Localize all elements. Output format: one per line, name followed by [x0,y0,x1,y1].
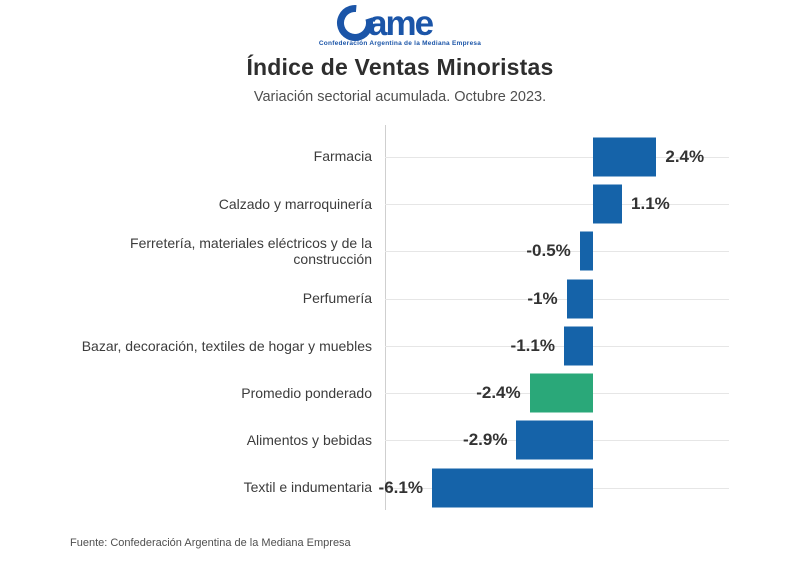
source-note: Fuente: Confederación Argentina de la Me… [70,537,351,549]
bar-track: -6.1% [379,464,800,511]
bar-row: Promedio ponderado -2.4% [0,369,800,416]
bar [593,184,623,224]
came-logo-icon: ame [337,4,436,42]
value-label: -2.9% [463,430,508,450]
came-logo: ame [0,2,800,47]
page-title: Índice de Ventas Minoristas [246,54,554,80]
bar-track: 2.4% [385,133,800,180]
bar [563,326,593,366]
category-label-text: Perfumería [302,290,372,307]
category-label: Farmacia [0,133,385,180]
gridline [385,203,729,205]
bar-row: Perfumería -1% [0,275,800,322]
value-label: -6.1% [378,477,423,497]
value-label: 2.4% [665,146,705,166]
gridline [385,298,729,300]
bar-row: Farmacia 2.4% [0,133,800,180]
bar-track: -1% [385,275,800,322]
bar [516,420,593,460]
bar-track: -1.1% [385,322,800,369]
bar-highlight [529,373,593,413]
value-label: -1.1% [510,335,555,355]
gridline [385,156,729,158]
page-subtitle: Variación sectorial acumulada. Octubre 2… [253,89,547,105]
bar-row: Textil e indumentaria -6.1% [0,464,800,511]
bar [431,468,593,508]
bar [566,279,593,319]
category-label: Bazar, decoración, textiles de hogar y m… [0,322,385,369]
category-label-text: Calzado y marroquinería [218,195,372,212]
category-label: Alimentos y bebidas [0,417,385,464]
logo-word: ame [368,4,434,42]
bar-row: Bazar, decoración, textiles de hogar y m… [0,322,800,369]
category-label-text: Bazar, decoración, textiles de hogar y m… [81,337,372,354]
category-label-text: Textil e indumentaria [243,479,372,496]
category-label-text: Ferretería, materiales eléctricos y de l… [130,234,372,268]
value-label: -1% [527,288,558,308]
bar-row: Alimentos y bebidas -2.9% [0,417,800,464]
bar-track: -0.5% [385,228,800,275]
value-label: 1.1% [631,193,670,213]
category-axis-line [385,125,386,510]
category-label: Promedio ponderado [0,369,385,416]
bar-track: -2.4% [385,369,800,416]
category-label: Textil e indumentaria [0,464,385,511]
bar [579,231,593,271]
category-label: Perfumería [0,275,385,322]
category-label-text: Farmacia [313,148,372,165]
value-label: -2.4% [476,383,521,403]
category-label-text: Promedio ponderado [241,384,372,401]
bar-row: Ferretería, materiales eléctricos y de l… [0,228,800,275]
bar-row: Calzado y marroquinería 1.1% [0,180,800,227]
value-label: -0.5% [526,241,571,261]
bar-track: 1.1% [385,180,800,227]
gridline [385,251,729,253]
bar-track: -2.9% [385,417,800,464]
category-label-text: Alimentos y bebidas [246,432,372,449]
bar-chart: Farmacia 2.4% Calzado y marroquinería 1.1% F… [0,133,800,511]
category-label: Calzado y marroquinería [0,180,385,227]
logo-tagline: Confederación Argentina de la Mediana Em… [318,40,482,47]
category-label: Ferretería, materiales eléctricos y de l… [0,228,385,275]
bar [593,137,657,177]
gridline [385,345,729,347]
